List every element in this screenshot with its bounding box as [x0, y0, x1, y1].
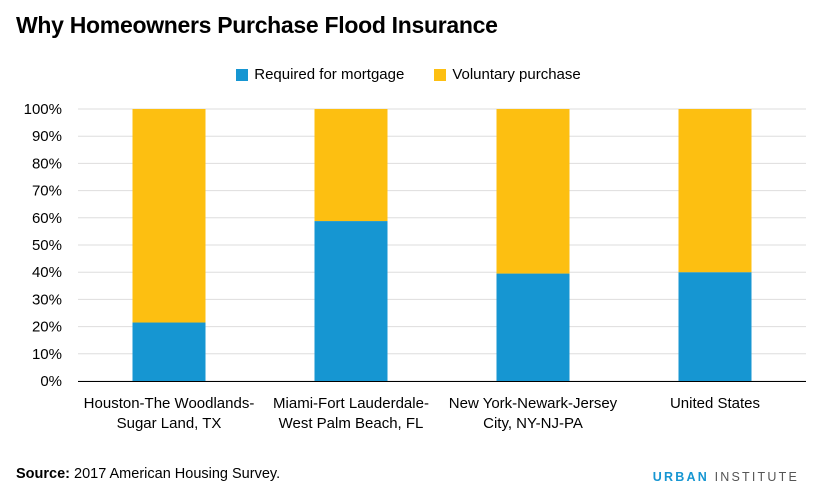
- chart-title: Why Homeowners Purchase Flood Insurance: [16, 12, 498, 38]
- y-tick-label: 60%: [32, 210, 62, 227]
- stacked-bar-chart: 0% 10% 20% 30% 40% 50% 60% 70% 80% 90% 100% Houston…: [24, 101, 806, 432]
- legend-item-required: Required for mortgage: [236, 66, 404, 83]
- legend-swatch-voluntary: [434, 68, 447, 81]
- x-category-label: United States: [670, 395, 760, 412]
- legend-swatch-required: [236, 68, 249, 81]
- bar-required: [132, 322, 206, 381]
- source-label: Source:: [16, 466, 70, 482]
- x-category-label: Houston-The Woodlands-: [84, 395, 255, 412]
- x-category-label: Sugar Land, TX: [117, 415, 222, 432]
- legend-item-voluntary: Voluntary purchase: [434, 66, 581, 83]
- bar-required: [314, 221, 388, 381]
- x-category-label: Miami-Fort Lauderdale-: [273, 395, 429, 412]
- bar-required: [496, 273, 570, 381]
- bar-voluntary: [314, 109, 388, 222]
- y-tick-label: 80%: [32, 155, 62, 172]
- bar-voluntary: [678, 109, 752, 273]
- y-tick-label: 90%: [32, 128, 62, 145]
- y-tick-label: 50%: [32, 237, 62, 254]
- y-tick-label: 100%: [24, 101, 62, 118]
- bar-voluntary: [132, 109, 206, 323]
- chart-legend: Required for mortgage Voluntary purchase: [0, 66, 817, 83]
- source-text: 2017 American Housing Survey.: [70, 466, 281, 482]
- y-tick-label: 20%: [32, 319, 62, 336]
- logo-part-urban: URBAN: [652, 470, 709, 484]
- bar-required: [678, 272, 752, 381]
- x-category-label: West Palm Beach, FL: [279, 415, 424, 432]
- y-tick-label: 40%: [32, 264, 62, 281]
- logo-part-institute: INSTITUTE: [708, 470, 799, 484]
- x-category-label: New York-Newark-Jersey: [449, 395, 618, 412]
- legend-label-required: Required for mortgage: [254, 66, 405, 83]
- urban-institute-logo: URBAN INSTITUTE: [653, 470, 799, 484]
- y-tick-label: 10%: [32, 346, 62, 363]
- y-tick-label: 0%: [40, 373, 62, 390]
- y-tick-label: 30%: [32, 291, 62, 308]
- legend-label-voluntary: Voluntary purchase: [452, 66, 581, 83]
- y-tick-label: 70%: [32, 183, 62, 200]
- bar-voluntary: [496, 109, 570, 274]
- x-category-label: City, NY-NJ-PA: [483, 415, 583, 432]
- source-note: Source: 2017 American Housing Survey.: [16, 466, 280, 482]
